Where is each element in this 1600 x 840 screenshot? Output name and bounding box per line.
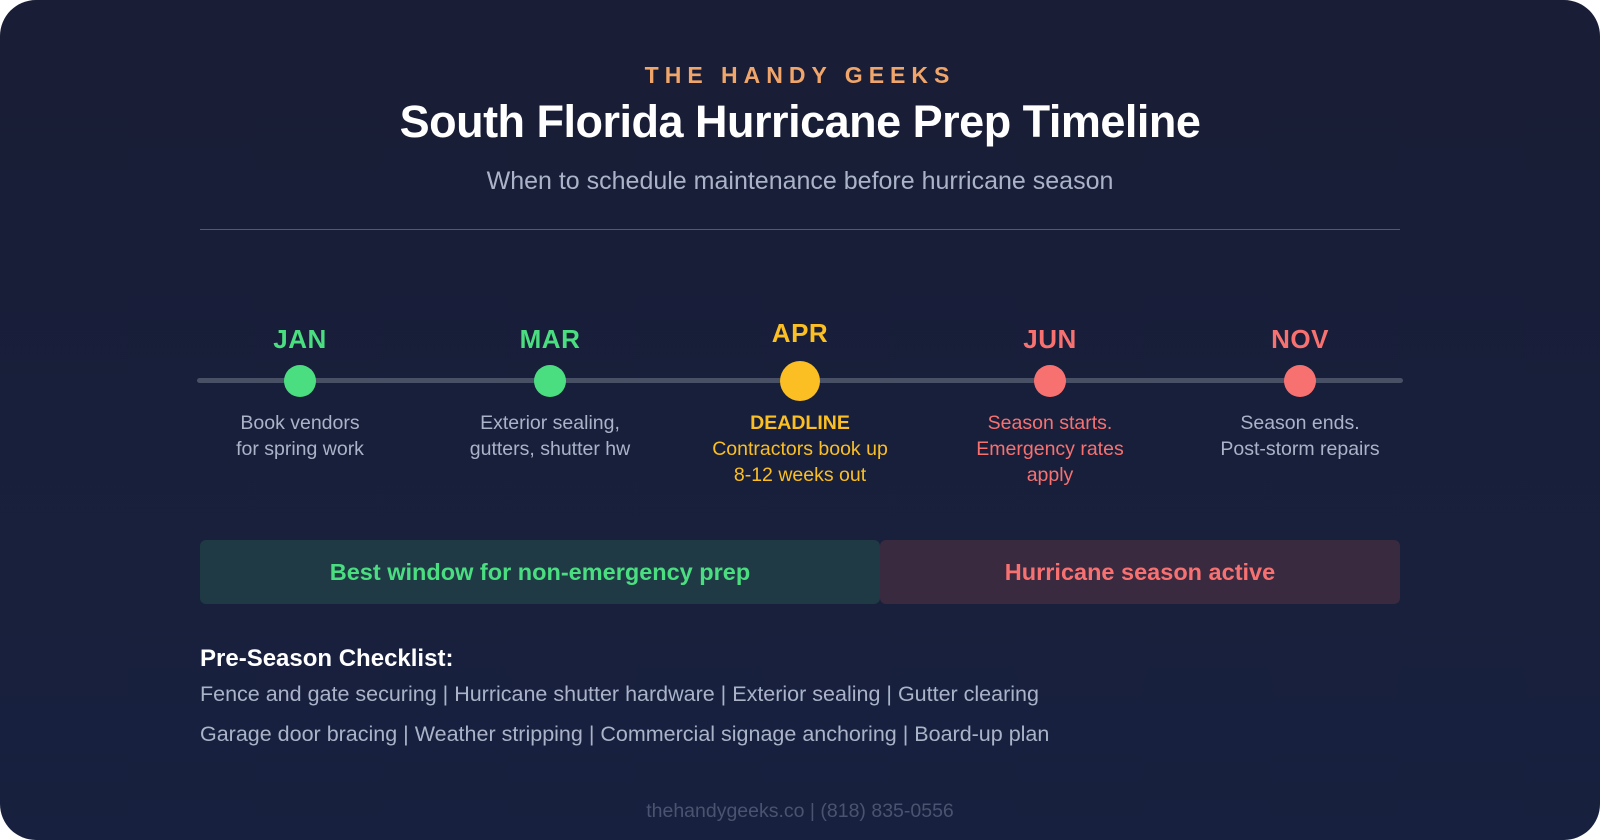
page-subtitle: When to schedule maintenance before hurr…: [486, 167, 1114, 195]
milestone-description-line: Season ends.: [1240, 412, 1360, 434]
milestone-dot: [1034, 365, 1066, 397]
milestone-description: DEADLINE Contractors book up 8-12 weeks ou…: [680, 410, 920, 488]
milestone-dot: [284, 365, 316, 397]
milestone-description-line: 8-12 weeks out: [733, 464, 867, 486]
footer-contact: thehandygeeks.co | (818) 835-0556: [646, 800, 954, 822]
milestone-description-line: Post-storm repairs: [1220, 438, 1380, 460]
checklist-line: Fence and gate securing | Hurricane shut…: [200, 682, 1039, 706]
checklist-line: Garage door bracing | Weather stripping …: [200, 722, 1050, 746]
milestone-month: APR: [771, 318, 829, 348]
milestone-description: Exterior sealing, gutters, shutter hw: [430, 410, 670, 462]
milestone-description-line: Contractors book up: [712, 438, 888, 460]
prep-window-band: Best window for non-emergency prep: [200, 540, 880, 604]
milestone-description-line: for spring work: [236, 438, 364, 460]
milestone-description: Book vendors for spring work: [180, 410, 420, 462]
header-divider: [200, 229, 1400, 230]
milestone-description: Season ends. Post-storm repairs: [1180, 410, 1420, 462]
milestone-description-line: DEADLINE: [750, 412, 850, 434]
milestone-description-line: Exterior sealing,: [480, 412, 620, 434]
milestone-description-line: Book vendors: [240, 412, 360, 434]
milestone-description-line: gutters, shutter hw: [469, 438, 631, 460]
brand-name: THE HANDY GEEKS: [644, 62, 956, 88]
milestone-dot: [534, 365, 566, 397]
checklist-title: Pre-Season Checklist:: [200, 645, 454, 672]
milestone-month: JUN: [1023, 324, 1077, 354]
milestone-month: NOV: [1271, 324, 1329, 354]
milestone-description-line: Season starts.: [987, 412, 1113, 434]
page-title: South Florida Hurricane Prep Timeline: [399, 96, 1201, 147]
milestone-month: MAR: [519, 324, 581, 354]
milestone-description-line: apply: [1026, 464, 1074, 486]
milestone-dot: [780, 361, 820, 401]
milestone-description: Season starts. Emergency rates apply: [930, 410, 1170, 488]
hurricane-season-band: Hurricane season active: [880, 540, 1400, 604]
milestone-dot: [1284, 365, 1316, 397]
milestone-description-line: Emergency rates: [976, 438, 1124, 460]
milestone-month: JAN: [273, 324, 327, 354]
